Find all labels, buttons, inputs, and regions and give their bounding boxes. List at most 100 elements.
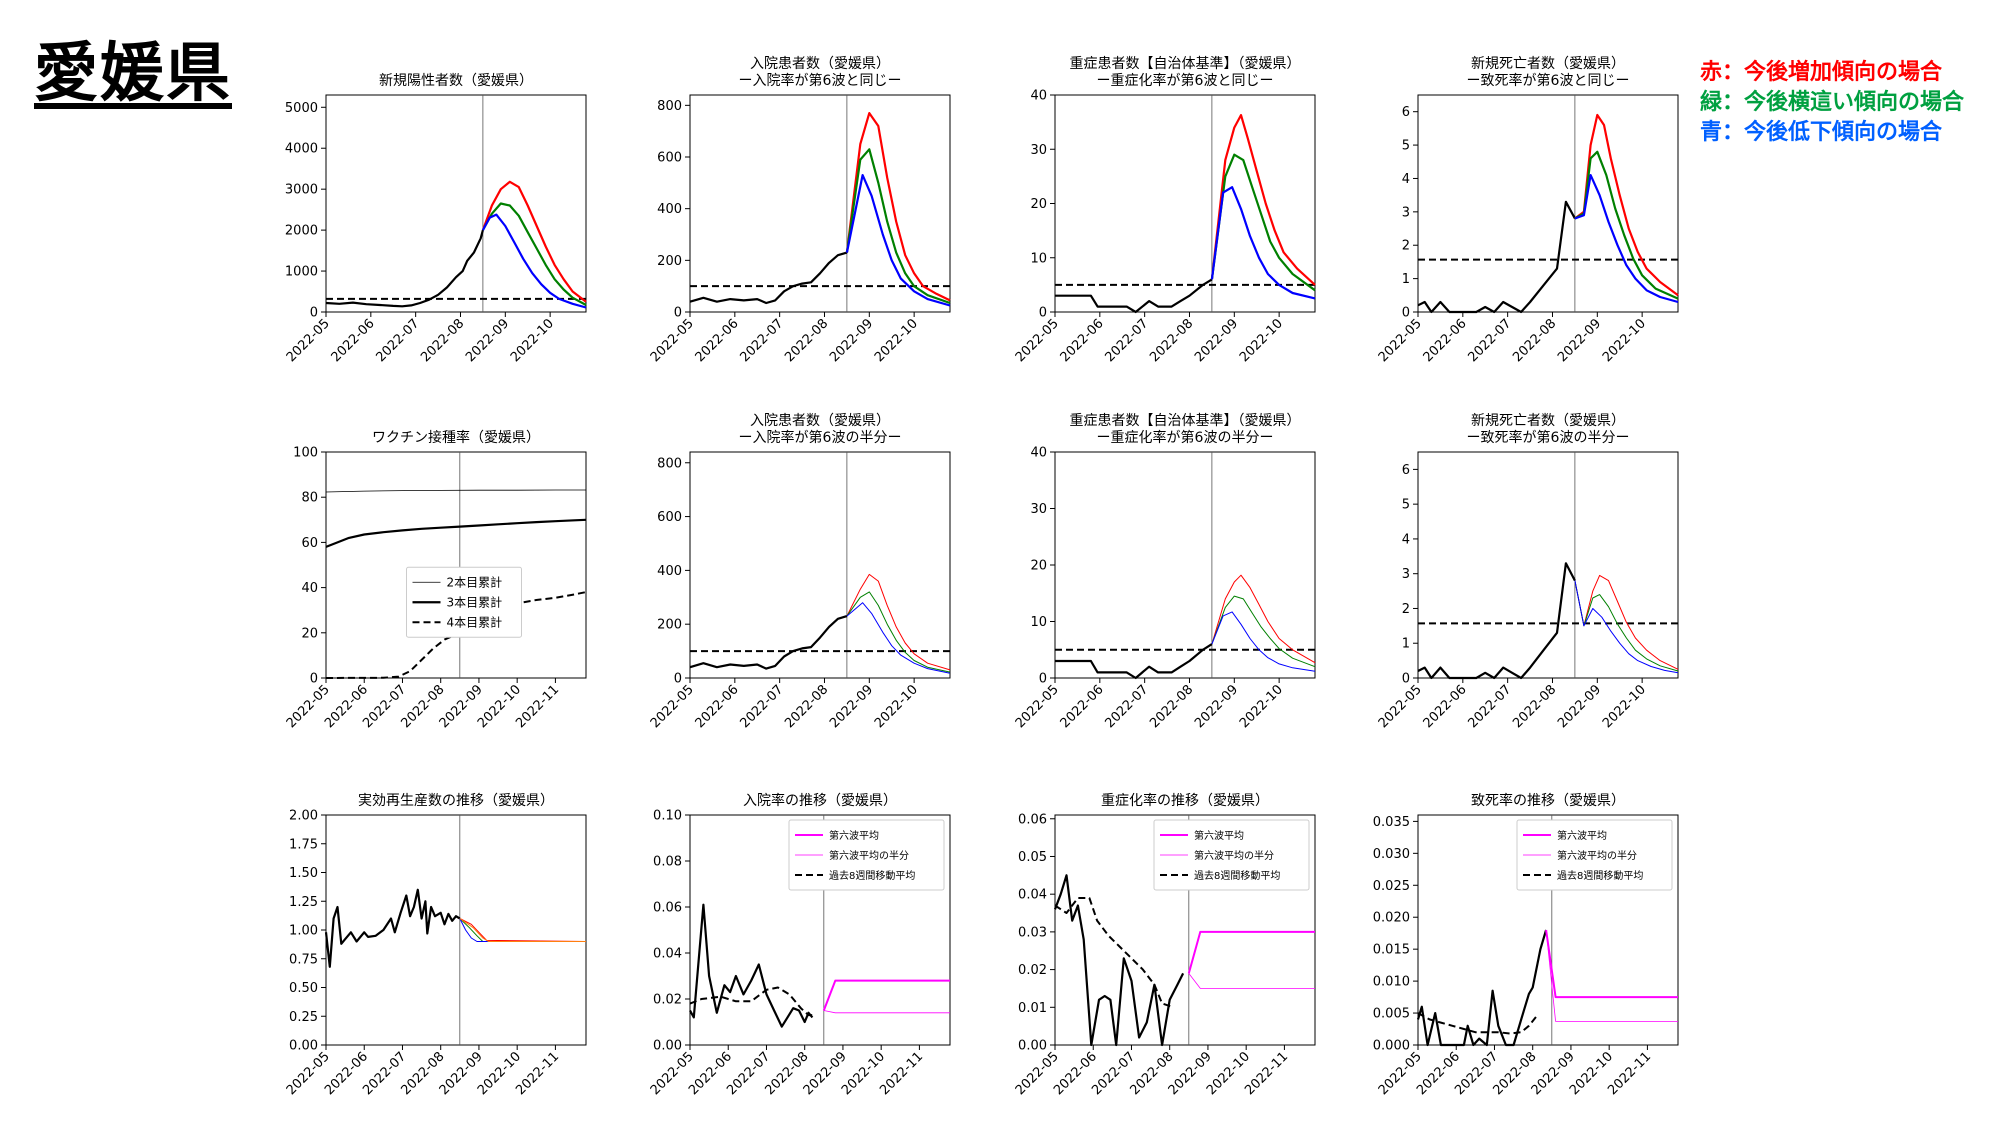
legend-label: 第六波平均: [1194, 829, 1244, 842]
x-tick-label: 2022-09: [1555, 682, 1604, 731]
chart-title: 重症患者数【自治体基準】（愛媛県）: [1070, 412, 1301, 429]
y-tick-label: 0.08: [653, 855, 682, 870]
y-tick-label: 5: [1402, 498, 1410, 513]
y-tick-label: 400: [657, 564, 682, 579]
y-tick-label: 200: [657, 254, 682, 269]
series-line-blue: [1574, 580, 1679, 674]
chart-hospitalization-rate: 入院率の推移（愛媛県）0.000.020.040.060.080.102022-…: [648, 792, 951, 1098]
plot-frame: [1054, 451, 1316, 679]
legend-label: 3本目累計: [447, 594, 503, 609]
y-tick-label: 5000: [285, 101, 318, 116]
legend-label: 第六波平均の半分: [1557, 849, 1637, 862]
y-tick-label: 0.005: [1373, 1007, 1410, 1022]
y-tick-label: 600: [657, 510, 682, 525]
x-tick-label: 2022-10: [1237, 682, 1286, 731]
x-tick-label: 2022-10: [872, 682, 921, 731]
y-tick-label: 0.06: [1018, 812, 1047, 827]
y-tick-label: 0.04: [653, 947, 682, 962]
series-line-black: [689, 903, 814, 1028]
series-line-magenta: [1545, 929, 1678, 1022]
scenario-legend: 赤：今後増加傾向の場合 緑：今後横這い傾向の場合 青：今後低下傾向の場合: [1700, 58, 1964, 148]
x-tick-label: 2022-05: [1376, 682, 1425, 731]
y-tick-label: 0.015: [1373, 943, 1410, 958]
y-tick-label: 0.04: [1018, 888, 1047, 903]
y-tick-label: 0.10: [653, 809, 682, 824]
x-tick-label: 2022-07: [737, 682, 786, 731]
series-line-black: [1054, 897, 1174, 1009]
x-tick-label: 2022-08: [1510, 316, 1559, 365]
y-tick-label: 30: [1030, 502, 1047, 517]
y-tick-label: 4: [1402, 532, 1410, 547]
series-line-black: [1055, 643, 1213, 680]
series-line-red: [846, 573, 951, 671]
x-tick-label: 2022-06: [329, 316, 378, 365]
series-line-blue: [1574, 174, 1679, 304]
x-tick-label: 2022-09: [1555, 316, 1604, 365]
y-tick-label: 100: [293, 446, 318, 461]
x-tick-label: 2022-10: [1600, 316, 1649, 365]
y-tick-label: 0.50: [289, 981, 318, 996]
y-tick-label: 0.25: [289, 1010, 318, 1025]
series-line-green: [1211, 595, 1316, 668]
x-tick-label: 2022-06: [693, 316, 742, 365]
series-line-blue: [481, 213, 587, 309]
legend-label: 第六波平均: [1557, 829, 1607, 842]
x-tick-label: 2022-05: [1013, 316, 1062, 365]
x-tick-label: 2022-07: [373, 316, 422, 365]
series-line-green: [1574, 580, 1679, 672]
series-line-green: [1574, 150, 1679, 300]
x-tick-label: 2022-07: [737, 316, 786, 365]
chart-new-cases: 新規陽性者数（愛媛県）0100020003000400050002022-052…: [284, 73, 587, 365]
legend-label: 過去8週間移動平均: [1194, 869, 1280, 882]
series-line-black: [324, 888, 461, 968]
series-line-red: [459, 918, 587, 942]
y-tick-label: 6: [1402, 105, 1410, 120]
y-tick-label: 1: [1402, 637, 1410, 652]
x-tick-label: 2022-10: [508, 316, 557, 365]
x-tick-label: 2022-08: [418, 316, 467, 365]
y-tick-label: 2000: [285, 224, 318, 239]
chart-title: ー重症化率が第6波と同じー: [1097, 72, 1274, 89]
chart-severe-a: 重症患者数【自治体基準】（愛媛県）ー重症化率が第6波と同じー 0 10 20 30 40 2…: [1013, 55, 1316, 365]
legend-label: 第六波平均の半分: [1194, 849, 1274, 862]
plot-frame: [1417, 94, 1679, 313]
y-tick-label: 800: [657, 456, 682, 471]
chart-deaths-b: 新規死亡者数（愛媛県）ー致死率が第6波の半分ー01234562022-05202…: [1376, 413, 1679, 731]
chart-deaths-a: 新規死亡者数（愛媛県）ー致死率が第6波と同じー01234562022-05202…: [1376, 56, 1679, 365]
x-tick-label: 2022-05: [648, 316, 697, 365]
x-tick-label: 2022-06: [1058, 682, 1107, 731]
y-tick-label: 30: [1030, 143, 1047, 158]
chart-severe-b: 重症患者数【自治体基準】（愛媛県）ー重症化率が第6波の半分ー 0 10 20 30 40 2…: [1013, 412, 1316, 731]
chart-hospitalized-a: 入院患者数（愛媛県）ー入院率が第6波と同じー 0 200 400 600 800 2022-…: [648, 56, 951, 365]
series-line-green: [481, 202, 587, 306]
chart-vaccination: ワクチン接種率（愛媛県）0204060801002022-052022-0620…: [284, 429, 587, 731]
y-tick-label: 1: [1402, 272, 1410, 287]
x-tick-label: 2022-09: [463, 316, 512, 365]
series-line-blue: [1211, 611, 1316, 672]
y-tick-label: 0.035: [1373, 815, 1410, 830]
series-line-orange: [459, 918, 586, 942]
x-tick-label: 2022-06: [1421, 682, 1470, 731]
series-line-magenta: [823, 1010, 950, 1014]
y-tick-label: 1.75: [289, 837, 318, 852]
x-tick-label: 2022-07: [1102, 682, 1151, 731]
x-tick-label: 2022-05: [1013, 682, 1062, 731]
y-tick-label: 4000: [285, 142, 318, 157]
series-line-red: [1574, 113, 1679, 297]
y-tick-label: 10: [1030, 615, 1047, 630]
y-tick-label: 0.030: [1373, 847, 1410, 862]
y-tick-label: 10: [1030, 251, 1047, 266]
y-tick-label: 0: [310, 306, 318, 321]
legend-label: 第六波平均: [829, 829, 879, 842]
y-tick-label: 0.020: [1373, 911, 1410, 926]
plot-frame: [1417, 451, 1679, 679]
series-line-green: [846, 591, 951, 673]
y-tick-label: 2: [1402, 602, 1410, 617]
chart-title: ー致死率が第6波の半分ー: [1467, 429, 1630, 446]
y-tick-label: 0.010: [1373, 975, 1410, 990]
y-tick-label: 0.75: [289, 952, 318, 967]
series-line-black: [1417, 200, 1576, 314]
y-tick-label: 0.025: [1373, 879, 1410, 894]
